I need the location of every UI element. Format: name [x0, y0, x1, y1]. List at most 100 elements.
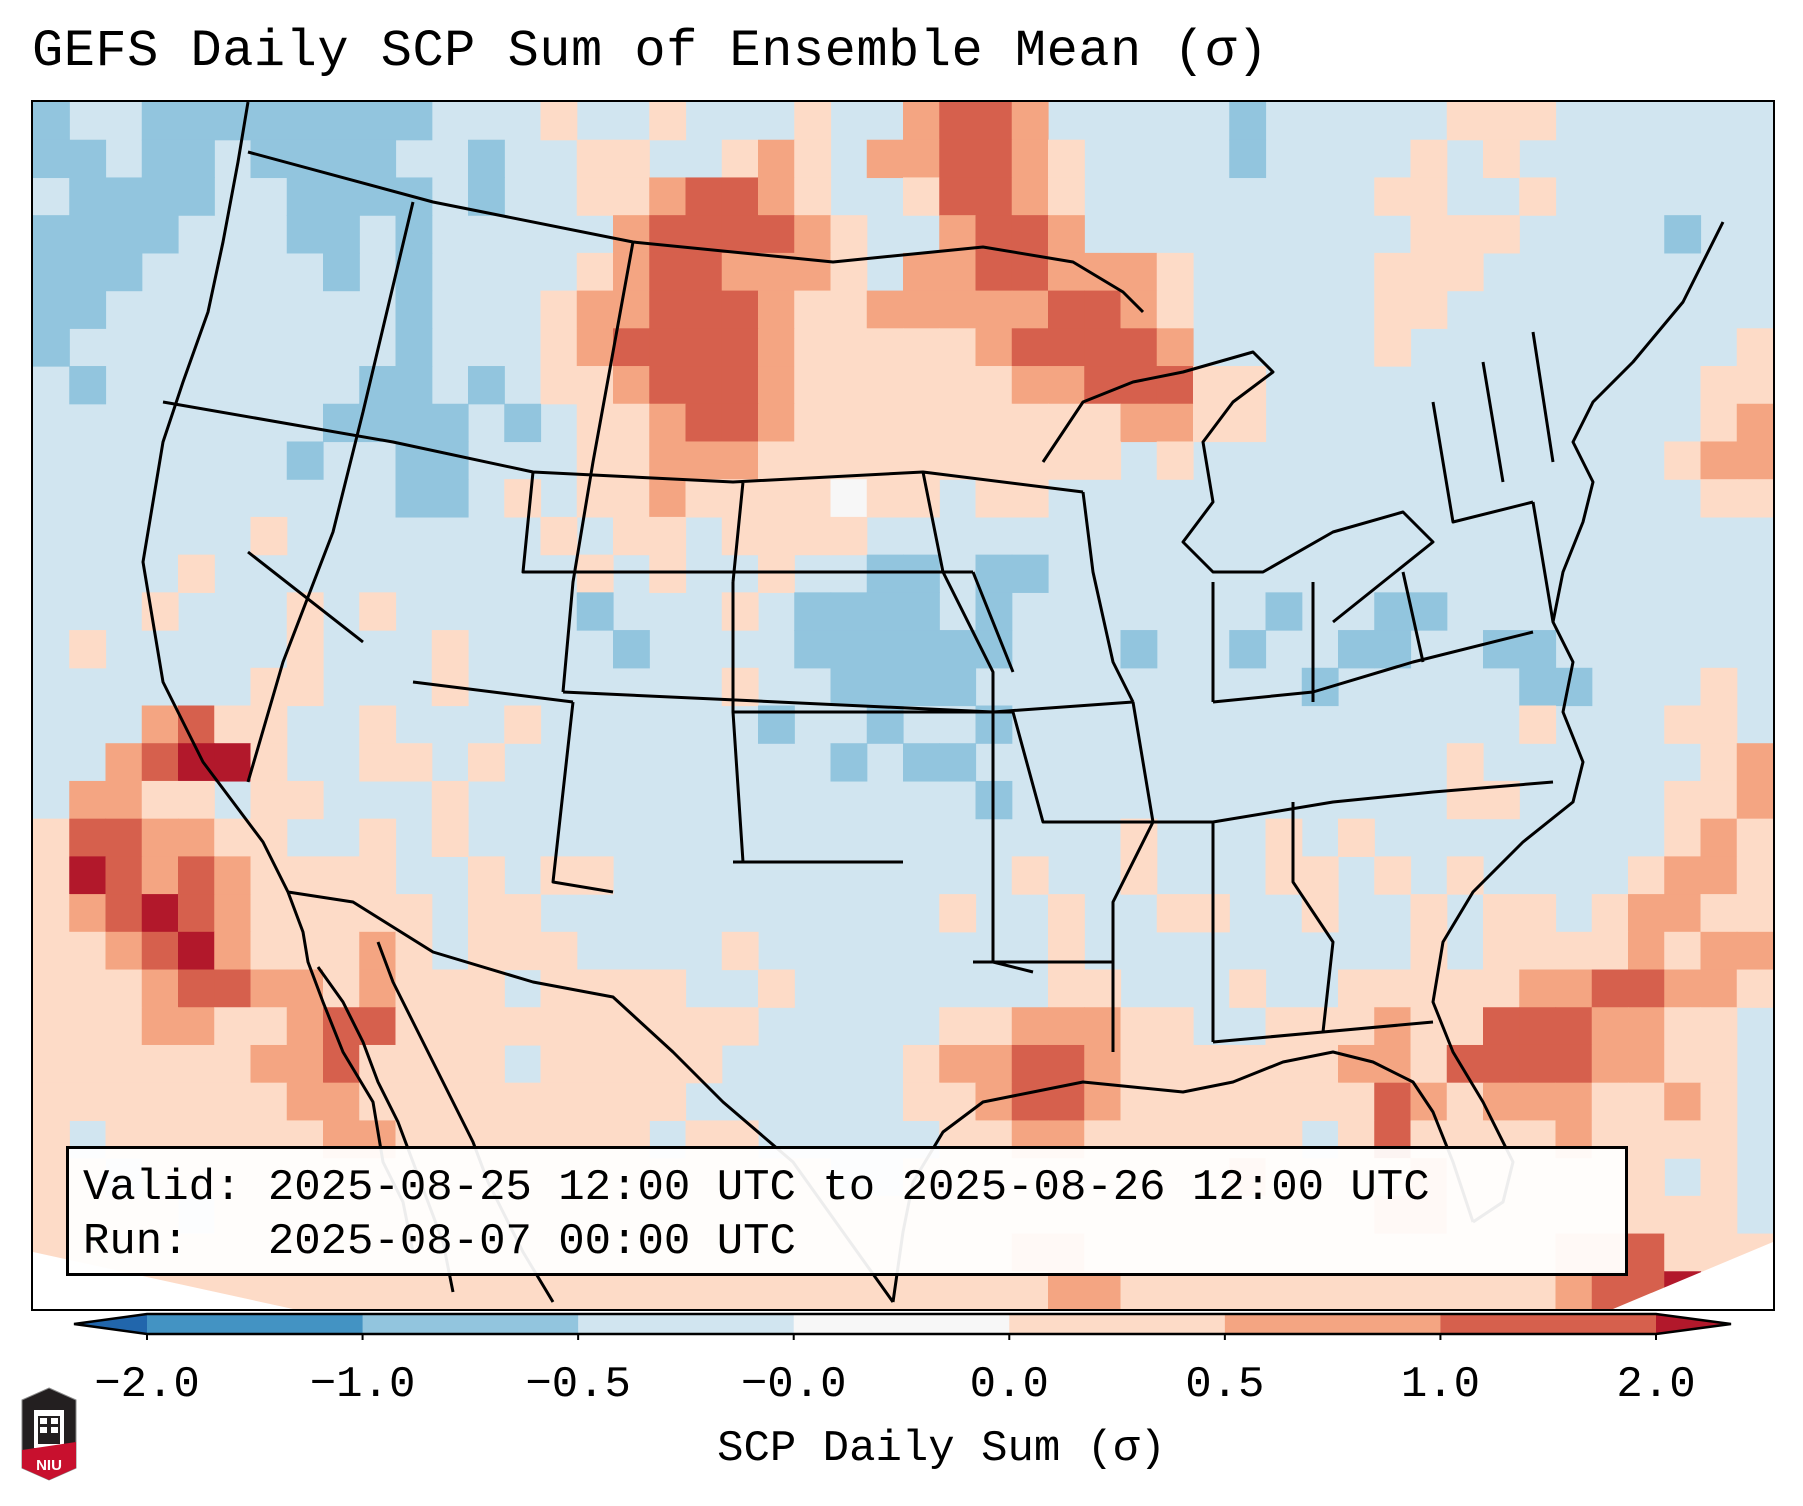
- colorbar-tick-label: 0.5: [1185, 1360, 1265, 1410]
- colorbar-segment: [578, 1314, 795, 1334]
- heatmap-cell: [178, 818, 215, 857]
- heatmap-cell: [939, 1271, 977, 1309]
- heatmap-cell: [395, 403, 433, 443]
- heatmap-cell: [1555, 1044, 1593, 1084]
- heatmap-cell: [649, 969, 687, 1008]
- heatmap-cell: [830, 403, 868, 443]
- heatmap-cell: [576, 554, 614, 593]
- heatmap-cell: [903, 630, 940, 669]
- heatmap-cell: [939, 403, 977, 443]
- heatmap-cell: [1374, 1082, 1412, 1122]
- heatmap-cell: [323, 252, 360, 292]
- heatmap-cell: [794, 290, 832, 329]
- heatmap-cell: [649, 403, 687, 443]
- heatmap-cell: [613, 252, 650, 292]
- heatmap-cell: [649, 1007, 687, 1046]
- heatmap-cell: [1410, 1271, 1448, 1309]
- heatmap-cell: [1736, 403, 1773, 443]
- heatmap-cell: [721, 1271, 759, 1309]
- heatmap-cell: [1519, 705, 1557, 744]
- heatmap-cell: [105, 177, 143, 216]
- heatmap-cell: [1156, 441, 1194, 480]
- heatmap-cell: [1700, 366, 1738, 405]
- heatmap-cell: [395, 1271, 433, 1309]
- heatmap-cell: [1700, 1044, 1738, 1084]
- heatmap-cell: [1519, 102, 1557, 141]
- heatmap-cell: [794, 592, 832, 631]
- heatmap-cell: [1446, 1082, 1484, 1122]
- heatmap-cell: [830, 479, 868, 518]
- heatmap-cell: [758, 139, 795, 179]
- heatmap-cell: [504, 479, 542, 518]
- heatmap-cell: [359, 139, 397, 179]
- heatmap-cell: [141, 705, 179, 744]
- heatmap-cell: [685, 403, 723, 443]
- heatmap-cell: [1265, 1082, 1303, 1122]
- heatmap-cell: [1736, 780, 1773, 820]
- heatmap-cell: [903, 1082, 940, 1122]
- heatmap-cell: [468, 1044, 505, 1084]
- heatmap-cell: [1156, 894, 1194, 933]
- heatmap-cell: [250, 743, 288, 782]
- heatmap-cell: [214, 743, 252, 782]
- heatmap-cell: [830, 290, 868, 329]
- run-time-text: Run: 2025-08-07 00:00 UTC: [83, 1217, 796, 1267]
- heatmap-cell: [794, 328, 832, 367]
- heatmap-cell: [1555, 1082, 1593, 1122]
- colorbar: [73, 1312, 1732, 1340]
- heatmap-cell: [576, 177, 614, 216]
- heatmap-cell: [1664, 1120, 1702, 1159]
- heatmap-cell: [1591, 1082, 1629, 1122]
- heatmap-cell: [33, 856, 70, 895]
- heatmap-cell: [613, 328, 650, 367]
- heatmap-cell: [105, 780, 143, 820]
- heatmap-cell: [903, 102, 940, 141]
- heatmap-cell: [975, 328, 1013, 367]
- heatmap-cell: [468, 139, 505, 179]
- colorbar-segments: [73, 1312, 1732, 1340]
- heatmap-cell: [1011, 102, 1049, 141]
- valid-time-text: Valid: 2025-08-25 12:00 UTC to 2025-08-2…: [83, 1163, 1430, 1213]
- heatmap-cell: [431, 780, 469, 820]
- heatmap-cell: [323, 931, 360, 971]
- heatmap-cell: [1628, 969, 1665, 1008]
- heatmap-cell: [1120, 252, 1158, 292]
- heatmap-cell: [975, 441, 1013, 480]
- heatmap-cell: [540, 328, 578, 367]
- heatmap-cell: [1446, 215, 1484, 254]
- heatmap-cell: [1084, 403, 1122, 443]
- heatmap-cell: [1120, 1007, 1158, 1046]
- heatmap-cell: [141, 969, 179, 1008]
- projection-edge-right: [1613, 1242, 1773, 1309]
- heatmap-cell: [395, 366, 433, 405]
- heatmap-cell: [1628, 894, 1665, 933]
- heatmap-cell: [649, 1082, 687, 1122]
- heatmap-cell: [866, 290, 904, 329]
- heatmap-cell: [1374, 177, 1412, 216]
- heatmap-cell: [1084, 328, 1122, 367]
- heatmap-cell: [178, 139, 215, 179]
- heatmap-cell: [178, 931, 215, 971]
- heatmap-cell: [1374, 969, 1412, 1008]
- heatmap-cell: [613, 441, 650, 480]
- heatmap-cell: [830, 441, 868, 480]
- heatmap-cell: [69, 931, 107, 971]
- heatmap-cell: [540, 1007, 578, 1046]
- heatmap-cell: [1664, 1195, 1702, 1235]
- heatmap-cell: [1229, 366, 1267, 405]
- heatmap-cell: [178, 969, 215, 1008]
- heatmap-cell: [794, 215, 832, 254]
- heatmap-cell: [1483, 931, 1520, 971]
- heatmap-cell: [576, 403, 614, 443]
- heatmap-cell: [1084, 1271, 1122, 1309]
- heatmap-cell: [1591, 931, 1629, 971]
- heatmap-cell: [613, 403, 650, 443]
- heatmap-cell: [33, 1082, 70, 1122]
- heatmap-cell: [468, 969, 505, 1008]
- heatmap-cell: [866, 592, 904, 631]
- heatmap-cell: [359, 818, 397, 857]
- heatmap-cell: [323, 177, 360, 216]
- heatmap-cell: [758, 290, 795, 329]
- heatmap-cell: [830, 630, 868, 669]
- heatmap-cell: [250, 969, 288, 1008]
